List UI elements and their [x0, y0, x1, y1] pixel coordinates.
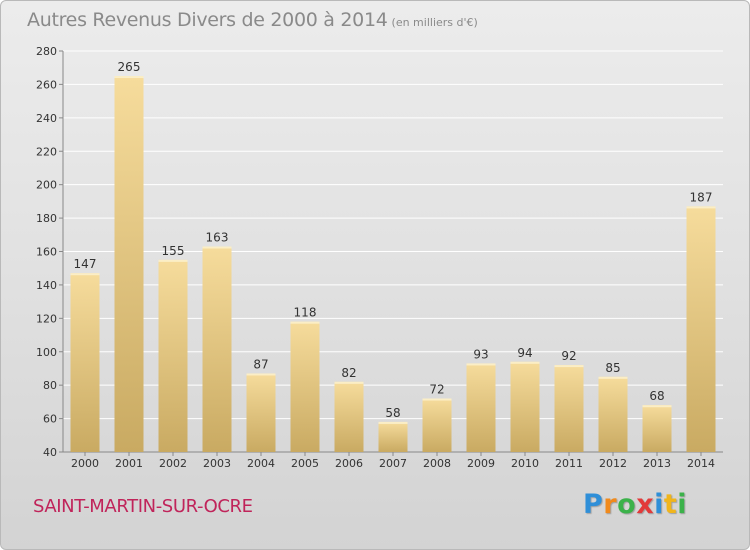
- bar-top-highlight: [202, 246, 232, 249]
- bar: [510, 361, 540, 452]
- y-tick-label: 240: [36, 112, 57, 125]
- bar: [158, 259, 188, 452]
- logo-letter: r: [603, 489, 618, 520]
- x-tick-label: 2007: [379, 457, 407, 470]
- x-tick-label: 2010: [511, 457, 539, 470]
- bar: [70, 273, 100, 452]
- y-tick-label: 220: [36, 145, 57, 158]
- y-tick-label: 200: [36, 179, 57, 192]
- logo-letter: x: [636, 489, 655, 520]
- bar: [334, 381, 364, 452]
- x-tick-label: 2001: [115, 457, 143, 470]
- x-tick-label: 2005: [291, 457, 319, 470]
- bar: [642, 405, 672, 452]
- x-tick-label: 2004: [247, 457, 275, 470]
- bar-top-highlight: [334, 381, 364, 384]
- bar-top-highlight: [70, 273, 100, 276]
- data-label: 58: [385, 406, 400, 420]
- x-tick-label: 2013: [643, 457, 671, 470]
- y-tick-label: 280: [36, 45, 57, 58]
- data-label: 147: [74, 257, 97, 271]
- bar-top-highlight: [114, 76, 144, 79]
- bar-top-highlight: [554, 365, 584, 368]
- data-label: 85: [605, 361, 620, 375]
- proxiti-logo: Proxiti: [583, 489, 687, 520]
- logo-letter: i: [677, 489, 688, 520]
- bar-top-highlight: [422, 398, 452, 401]
- data-label: 87: [253, 357, 268, 371]
- logo-letter: i: [654, 489, 664, 520]
- bar: [598, 376, 628, 452]
- chart-subtitle: (en milliers d'€): [391, 16, 478, 29]
- y-tick-label: 260: [36, 78, 57, 91]
- y-tick-label: 140: [36, 279, 57, 292]
- bar-top-highlight: [466, 363, 496, 366]
- bar-top-highlight: [510, 361, 540, 364]
- data-label: 82: [341, 366, 356, 380]
- x-tick-label: 2002: [159, 457, 187, 470]
- bar: [422, 398, 452, 452]
- bar: [466, 363, 496, 452]
- data-label: 187: [690, 190, 713, 204]
- y-tick-label: 160: [36, 246, 57, 259]
- x-tick-label: 2008: [423, 457, 451, 470]
- bar-top-highlight: [642, 405, 672, 408]
- data-label: 93: [473, 347, 488, 361]
- data-label: 163: [206, 230, 229, 244]
- x-tick-label: 2009: [467, 457, 495, 470]
- x-tick-label: 2014: [687, 457, 715, 470]
- city-name: SAINT-MARTIN-SUR-OCRE: [33, 496, 253, 517]
- bar: [378, 421, 408, 452]
- y-tick-label: 100: [36, 346, 57, 359]
- data-label: 92: [561, 349, 576, 363]
- y-tick-label: 120: [36, 312, 57, 325]
- bar-top-highlight: [378, 421, 408, 424]
- y-tick-label: 40: [43, 446, 57, 459]
- data-label: 72: [429, 383, 444, 397]
- y-tick-label: 180: [36, 212, 57, 225]
- chart-title: Autres Revenus Divers de 2000 à 2014 (en …: [27, 9, 478, 31]
- bar: [554, 365, 584, 452]
- bar: [686, 206, 716, 452]
- data-label: 94: [517, 346, 532, 360]
- data-label: 118: [294, 306, 317, 320]
- x-tick-label: 2000: [71, 457, 99, 470]
- x-tick-label: 2011: [555, 457, 583, 470]
- data-label: 68: [649, 389, 664, 403]
- bar-top-highlight: [290, 321, 320, 324]
- data-label: 265: [118, 60, 141, 74]
- bar-top-highlight: [598, 376, 628, 379]
- bar: [290, 321, 320, 452]
- logo-letter: t: [663, 489, 678, 520]
- x-tick-label: 2003: [203, 457, 231, 470]
- y-tick-label: 80: [43, 379, 57, 392]
- bar-top-highlight: [686, 206, 716, 209]
- bar-top-highlight: [158, 259, 188, 262]
- logo-letter: P: [583, 489, 604, 520]
- bar: [202, 246, 232, 452]
- logo-letter: o: [617, 489, 637, 520]
- y-tick-label: 60: [43, 413, 57, 426]
- x-tick-label: 2006: [335, 457, 363, 470]
- data-label: 155: [162, 244, 185, 258]
- bar: [246, 373, 276, 452]
- x-tick-label: 2012: [599, 457, 627, 470]
- bar: [114, 76, 144, 452]
- bar-top-highlight: [246, 373, 276, 376]
